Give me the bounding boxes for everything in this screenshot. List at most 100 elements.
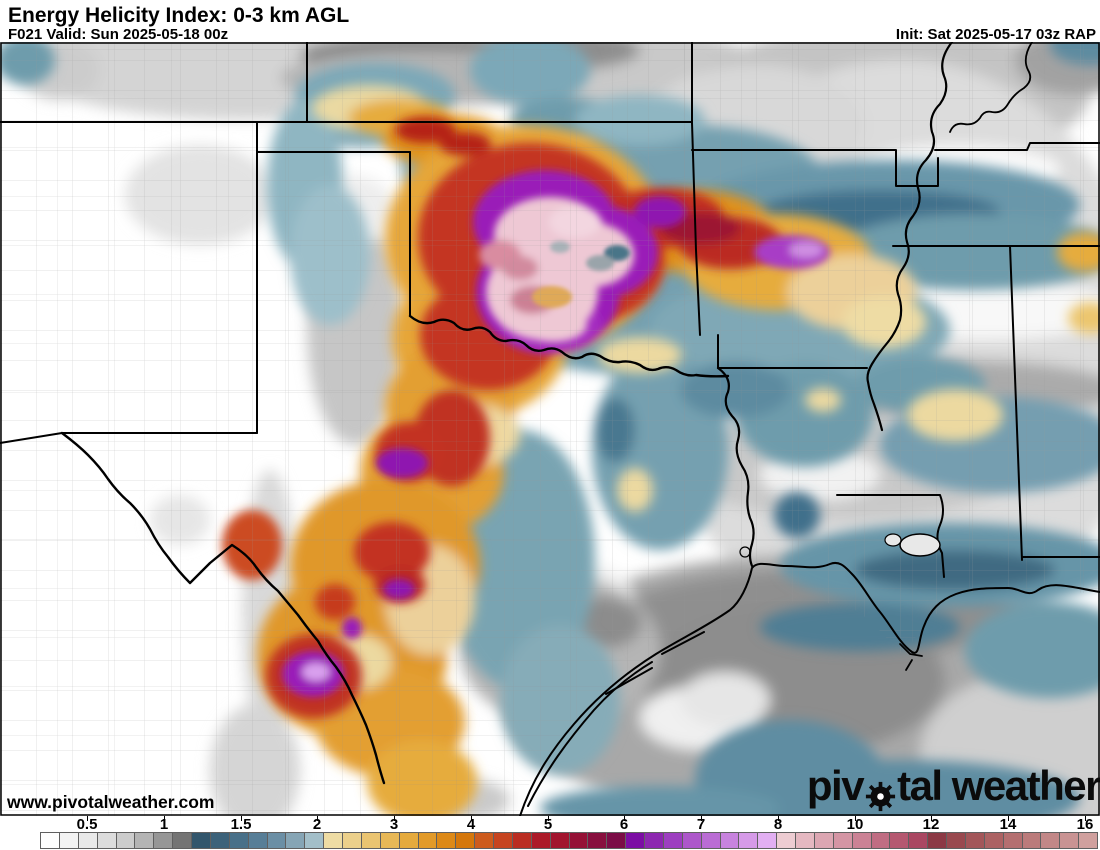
colorbar-cell <box>134 832 155 849</box>
colorbar-tick-label: 12 <box>922 816 940 833</box>
colorbar-tick <box>164 816 165 821</box>
colorbar-cell <box>587 832 608 849</box>
weather-map-image <box>0 42 1100 816</box>
colorbar-cell <box>927 832 947 849</box>
colorbar-cell <box>266 832 287 849</box>
colorbar-tick-label: 3 <box>389 816 399 833</box>
colorbar-tick-label: 1 <box>159 816 169 833</box>
colorbar-cell <box>58 832 79 849</box>
colorbar-cell <box>549 832 570 849</box>
colorbar-cell <box>379 832 400 849</box>
colorbar-cell <box>813 832 834 849</box>
colorbar-cell <box>1002 832 1023 849</box>
colorbar-cell <box>700 832 721 849</box>
colorbar-cell <box>40 832 60 849</box>
colorbar-tick <box>471 816 472 821</box>
river-borders <box>60 42 1033 785</box>
colorbar-cell <box>172 832 192 849</box>
colorbar-tick <box>548 816 549 821</box>
gear-icon <box>865 774 896 811</box>
colorbar-tick-label: 4 <box>466 816 476 833</box>
colorbar-tick-label: 6 <box>619 816 629 833</box>
colorbar-cell <box>776 832 796 849</box>
colorbar-cell <box>795 832 815 849</box>
watermark-url: www.pivotalweather.com <box>7 792 215 812</box>
colorbar-cell <box>1040 832 1061 849</box>
valid-time-label: F021 Valid: Sun 2025-05-18 00z <box>8 26 229 43</box>
colorbar-cell <box>644 832 664 849</box>
colorbar-tick <box>241 816 242 821</box>
colorbar-cell <box>360 832 381 849</box>
colorbar-tick <box>931 816 932 821</box>
colorbar-cell <box>455 832 476 849</box>
colorbar-tick <box>778 816 779 821</box>
colorbar-cell <box>96 832 117 849</box>
state-borders <box>0 42 1100 578</box>
colorbar-cell <box>964 832 985 849</box>
colorbar-cell <box>719 832 740 849</box>
init-time-label: Init: Sat 2025-05-17 03z RAP <box>895 26 1096 43</box>
colorbar-tick-label: 16 <box>1076 816 1094 833</box>
colorbar-cell <box>304 832 325 849</box>
page-title: Energy Helicity Index: 0-3 km AGL <box>8 4 350 27</box>
colorbar-tick-label: 5 <box>543 816 553 833</box>
colorbar-cell <box>889 832 910 849</box>
coastline <box>519 533 1100 816</box>
colorbar-cell <box>474 832 494 849</box>
colorbar-cell <box>568 832 589 849</box>
colorbar-cell <box>870 832 891 849</box>
colorbar-cell <box>606 832 627 849</box>
colorbar-tick <box>317 816 318 821</box>
colorbar-tick <box>1008 816 1009 821</box>
colorbar-tick <box>394 816 395 821</box>
colorbar-tick-label: 7 <box>696 816 706 833</box>
colorbar-tick <box>624 816 625 821</box>
colorbar-cell <box>77 832 98 849</box>
colorbar-cell <box>398 832 419 849</box>
colorbar-tick-label: 8 <box>773 816 783 833</box>
colorbar-cell <box>1059 832 1080 849</box>
logo-text-piv: piv <box>806 762 865 809</box>
colorbar-cell <box>662 832 683 849</box>
forecast-map <box>0 42 1100 816</box>
colorbar-cell <box>417 832 438 849</box>
colorbar-tick-label: 14 <box>999 816 1017 833</box>
colorbar-tick-labels: 0.5 1 1.5 2 3 4 5 6 7 8 10 12 14 16 <box>0 816 1100 832</box>
colorbar-cell <box>493 832 513 849</box>
pivotal-weather-logo: piv tal weather <box>774 760 1100 812</box>
colorbar-tick <box>1085 816 1086 821</box>
colorbar-cell <box>530 832 551 849</box>
colorbar-tick <box>855 816 856 821</box>
colorbar-tick <box>87 816 88 821</box>
colorbar-cell <box>851 832 872 849</box>
colorbar-cell <box>436 832 457 849</box>
colorbar-cell <box>1021 832 1042 849</box>
colorbar-cell <box>191 832 211 849</box>
colorbar-cell <box>908 832 929 849</box>
colorbar-cell <box>228 832 249 849</box>
colorbar-cell <box>209 832 230 849</box>
colorbar-cell <box>681 832 702 849</box>
logo-text-tal-weather: tal weather <box>897 762 1100 809</box>
colorbar-cell <box>247 832 268 849</box>
colorbar-cell <box>946 832 966 849</box>
colorbar-cell <box>153 832 174 849</box>
colorbar-tick-label: 1.5 <box>230 816 252 833</box>
colorbar-cell <box>285 832 306 849</box>
colorbar-cell <box>757 832 778 849</box>
colorbar-tick-label: 2 <box>312 816 322 833</box>
colorbar-cell <box>323 832 343 849</box>
colorbar-cell <box>832 832 853 849</box>
colorbar-tick-label: 0.5 <box>76 816 98 833</box>
colorbar-cell <box>342 832 362 849</box>
map-frame <box>0 42 1100 816</box>
colorbar-tick <box>701 816 702 821</box>
colorbar-cell <box>115 832 136 849</box>
colorbar <box>40 832 1098 849</box>
colorbar-cell <box>738 832 759 849</box>
colorbar-cell <box>983 832 1004 849</box>
colorbar-cell <box>625 832 645 849</box>
colorbar-tick-label: 10 <box>846 816 864 833</box>
colorbar-cell <box>511 832 532 849</box>
